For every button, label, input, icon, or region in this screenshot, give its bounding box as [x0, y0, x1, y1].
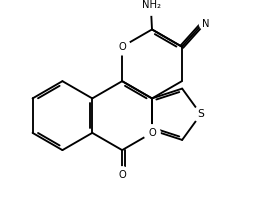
Circle shape: [114, 39, 130, 55]
Circle shape: [114, 167, 130, 183]
Text: NH₂: NH₂: [142, 0, 160, 10]
Text: O: O: [148, 128, 156, 138]
Text: O: O: [118, 42, 126, 52]
Circle shape: [193, 107, 209, 122]
Circle shape: [141, 0, 162, 15]
Circle shape: [144, 125, 160, 141]
Text: S: S: [197, 109, 204, 119]
Text: O: O: [118, 170, 126, 180]
Text: N: N: [202, 19, 209, 29]
Circle shape: [199, 18, 212, 30]
